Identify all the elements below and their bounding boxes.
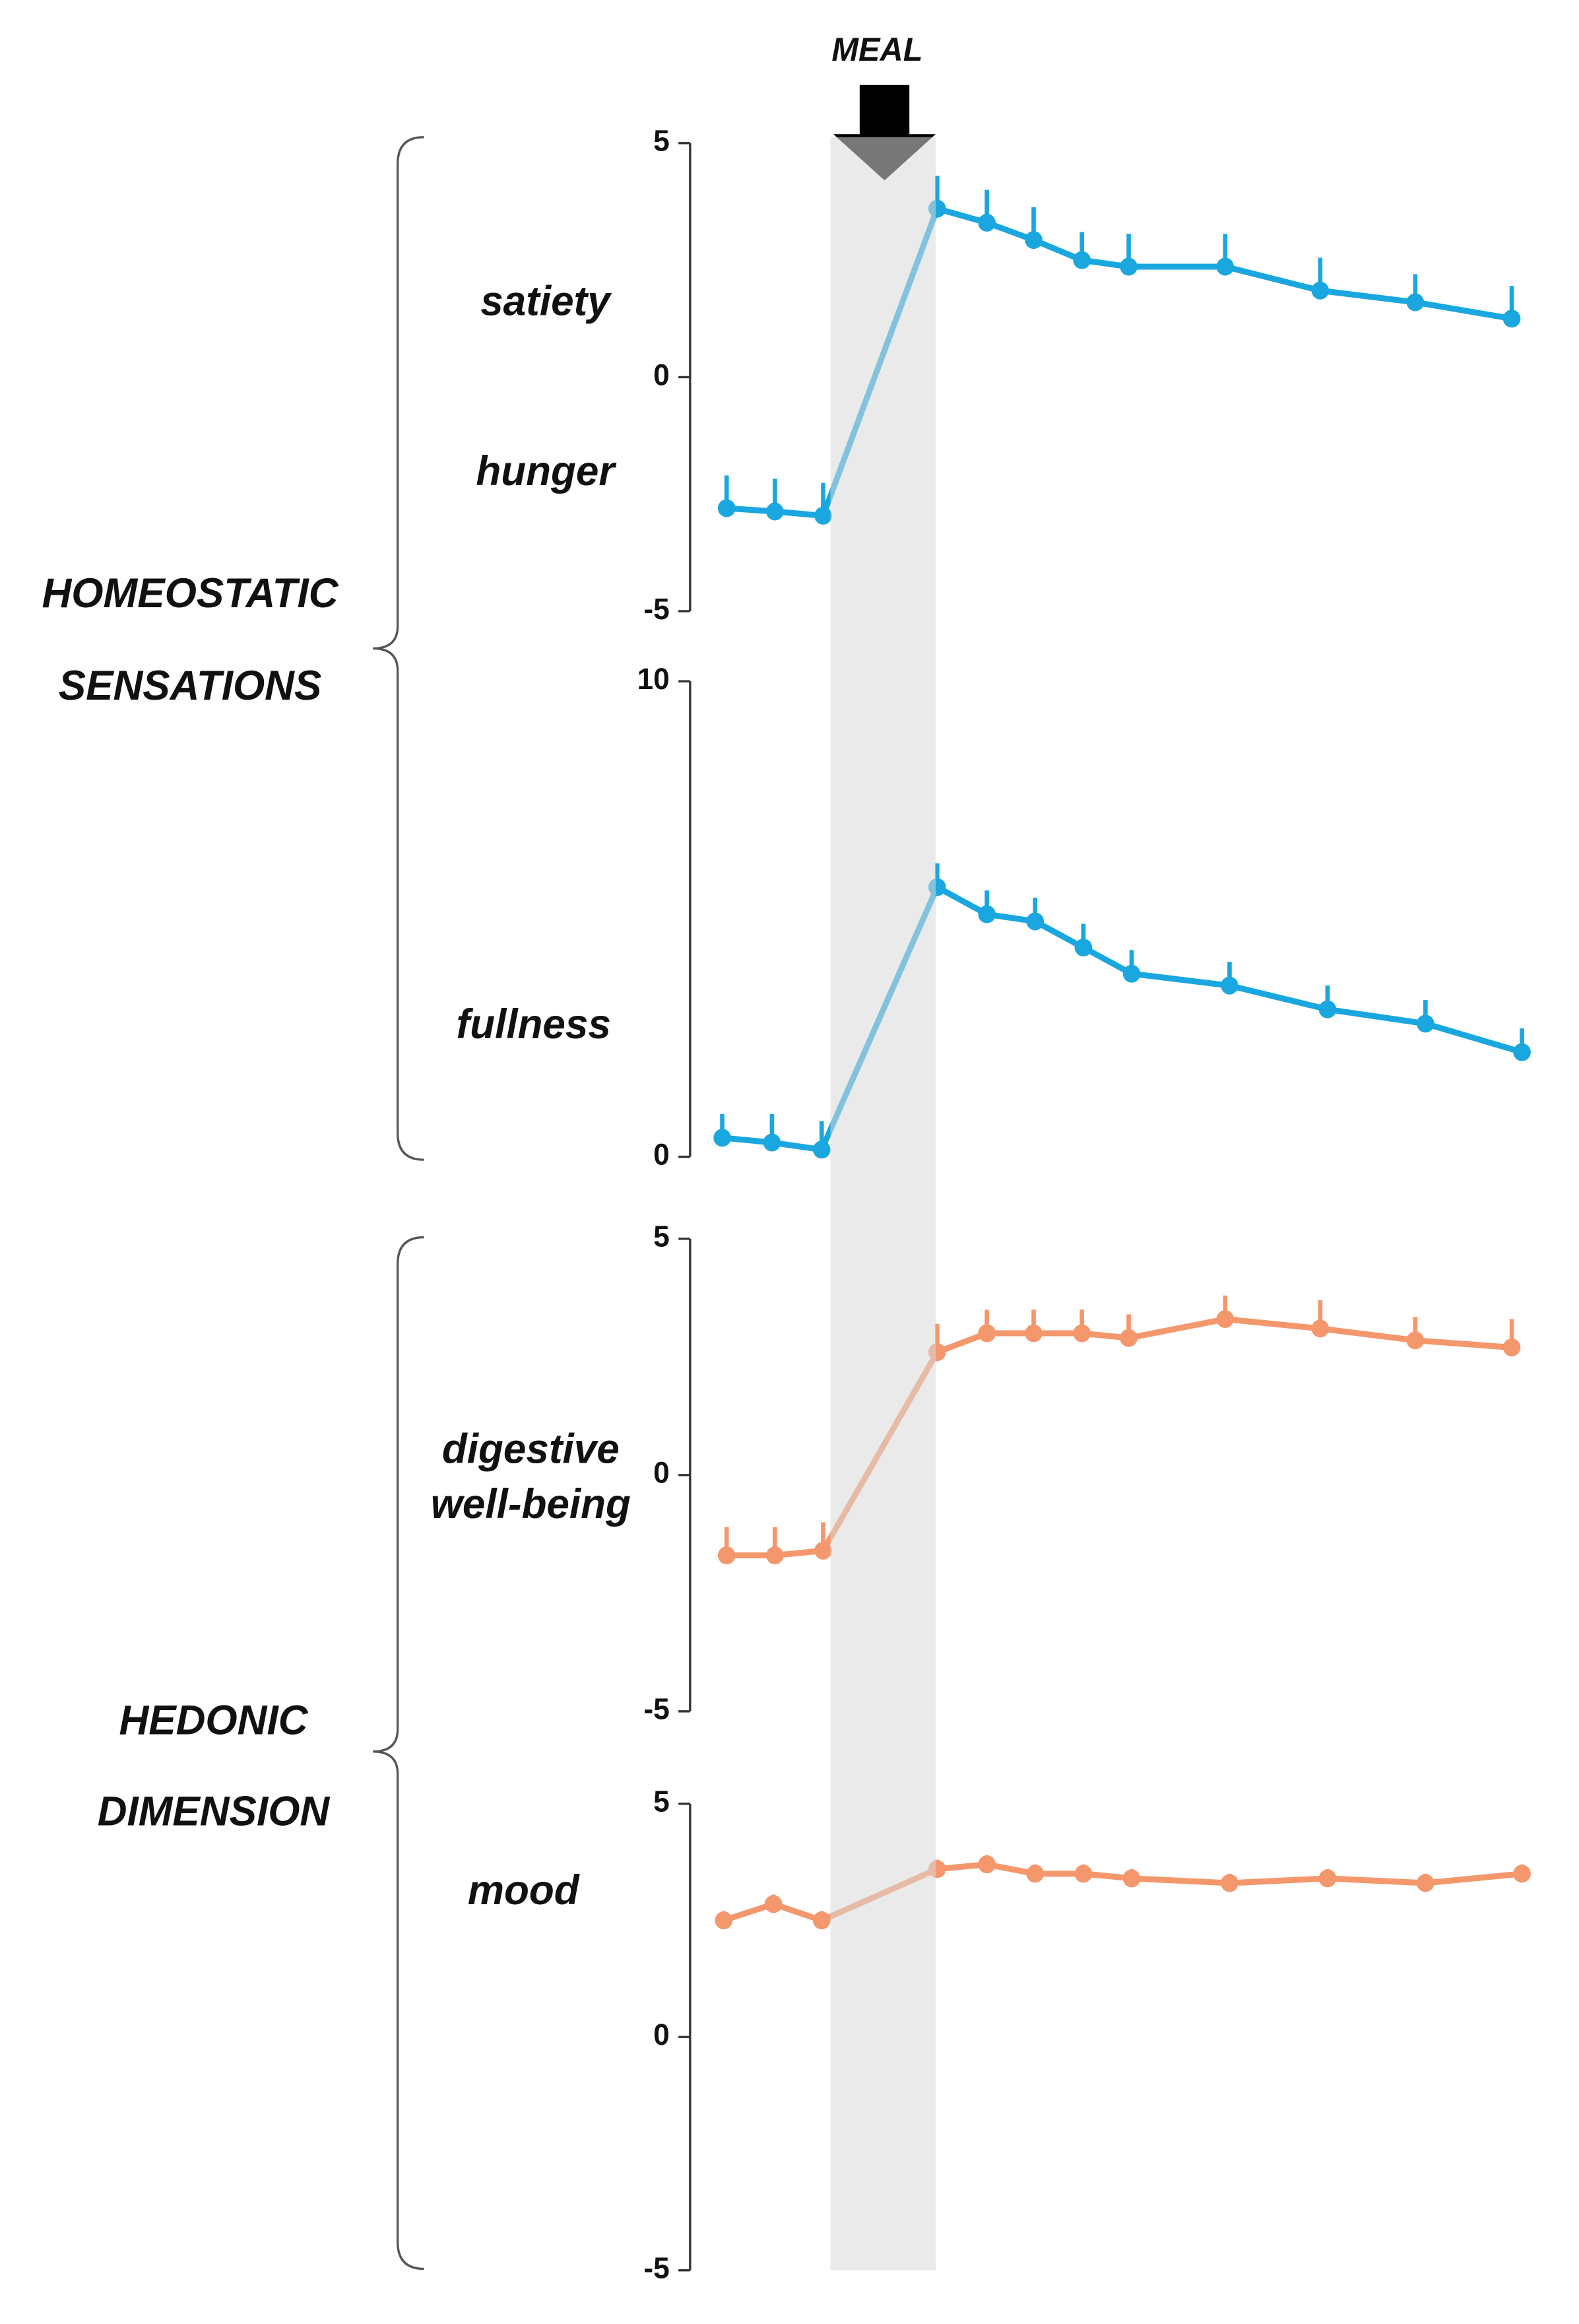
data-point	[1216, 257, 1235, 276]
data-point	[1120, 257, 1138, 276]
y-tick-label: 10	[637, 663, 670, 696]
data-point	[1026, 1865, 1045, 1883]
y-tick-label: -5	[643, 1692, 669, 1725]
data-point	[1311, 1319, 1330, 1338]
data-point	[1026, 912, 1045, 931]
bracket	[373, 136, 424, 1161]
data-point	[1406, 1331, 1425, 1350]
data-point	[1502, 1338, 1521, 1357]
y-tick-label: 0	[653, 1138, 670, 1171]
data-point	[978, 1324, 996, 1343]
data-point	[1513, 1865, 1531, 1883]
data-point	[814, 1541, 832, 1560]
y-tick-label: 5	[653, 1785, 670, 1818]
data-point	[1122, 1869, 1141, 1888]
y-tick-label: -5	[643, 593, 669, 626]
data-point	[717, 499, 736, 517]
data-point	[1216, 1310, 1235, 1329]
data-point	[1074, 939, 1093, 957]
data-point	[1513, 1043, 1531, 1061]
panel-label: mood	[468, 1867, 581, 1913]
group-label: HOMEOSTATIC	[42, 570, 339, 617]
panel-label: digestive	[442, 1426, 620, 1473]
data-point	[766, 1546, 784, 1565]
data-point	[812, 1141, 831, 1159]
bracket	[373, 1236, 424, 2271]
data-point	[1502, 310, 1521, 328]
data-point	[764, 1895, 783, 1913]
y-tick-label: 0	[653, 358, 670, 391]
data-point	[713, 1129, 731, 1147]
data-point	[1074, 1865, 1093, 1883]
panel-label: hunger	[476, 448, 617, 494]
data-point	[1311, 281, 1330, 300]
data-point	[766, 502, 784, 521]
data-point	[1417, 1874, 1434, 1892]
data-point	[1221, 976, 1239, 995]
data-point	[1122, 964, 1141, 983]
data-point	[1073, 251, 1091, 269]
group-label: SENSATIONS	[59, 663, 322, 710]
data-point	[1221, 1874, 1239, 1892]
data-point	[812, 1911, 831, 1930]
meal-label: MEAL	[831, 32, 922, 69]
data-point	[1406, 293, 1425, 312]
data-point	[1073, 1324, 1091, 1343]
meal-band	[830, 137, 936, 2271]
y-tick-label: 5	[653, 1220, 670, 1253]
data-point	[1025, 1324, 1043, 1343]
data-layer	[713, 176, 1531, 1930]
data-point	[717, 1546, 736, 1565]
data-point	[715, 1911, 733, 1930]
y-tick-label: 5	[653, 124, 670, 157]
data-point	[978, 213, 996, 232]
group-label: HEDONIC	[119, 1697, 308, 1744]
data-point	[763, 1133, 781, 1152]
y-tick-label: -5	[643, 2251, 669, 2284]
y-tick-label: 0	[653, 2018, 670, 2051]
data-point	[1025, 231, 1043, 249]
data-point	[978, 1855, 996, 1874]
data-point	[1318, 1869, 1337, 1888]
group-label: DIMENSION	[98, 1788, 331, 1835]
panel-label: satiety	[480, 278, 612, 325]
panel-label: well-being	[431, 1481, 631, 1528]
data-point	[814, 506, 832, 525]
panel-label: fullness	[457, 1001, 611, 1047]
y-tick-label: 0	[653, 1456, 670, 1489]
data-point	[1417, 1014, 1434, 1033]
data-point	[1120, 1329, 1138, 1347]
data-point	[1318, 1000, 1337, 1018]
data-point	[978, 905, 996, 923]
